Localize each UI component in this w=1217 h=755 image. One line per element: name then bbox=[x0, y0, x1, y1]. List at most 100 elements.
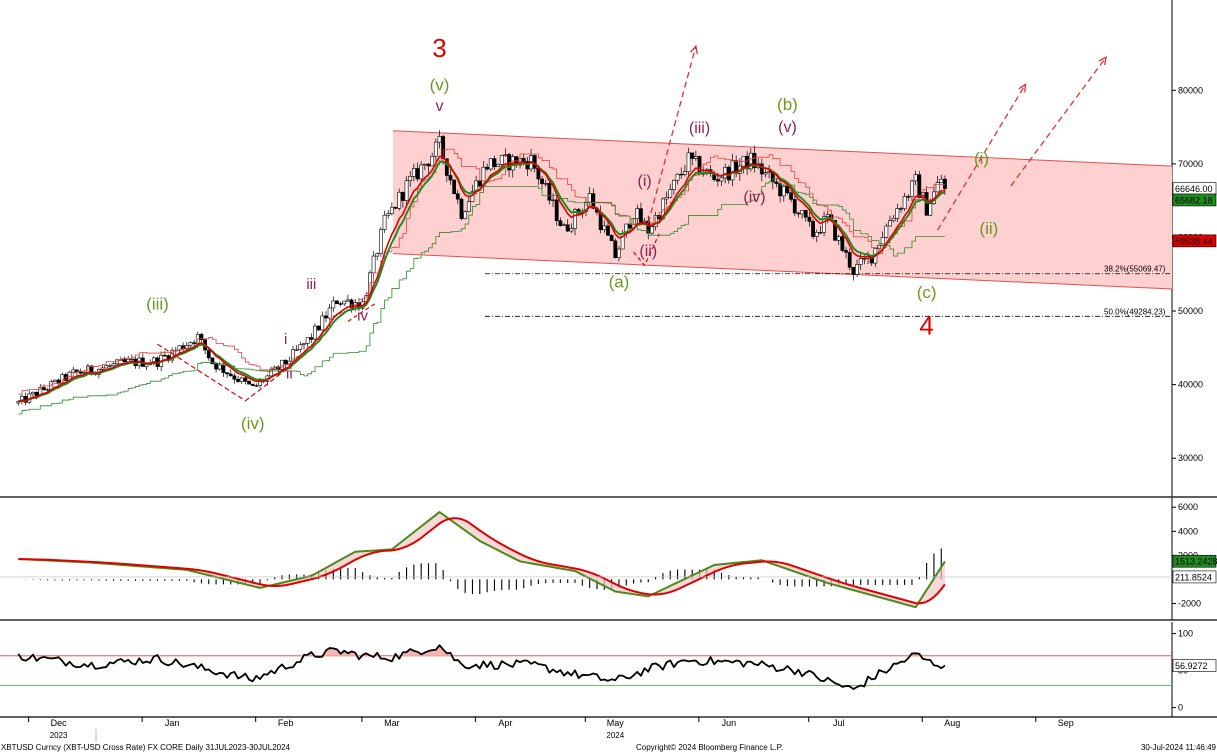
candle-body bbox=[217, 364, 222, 370]
candle-body bbox=[752, 152, 757, 168]
candle-body bbox=[602, 225, 607, 231]
step-line-green bbox=[18, 178, 945, 415]
candle-body bbox=[313, 325, 317, 340]
candle-body bbox=[895, 208, 900, 219]
candle-body bbox=[71, 369, 76, 373]
wave-label: (i) bbox=[637, 173, 651, 190]
candle-body bbox=[825, 214, 830, 217]
candle-body bbox=[236, 378, 240, 382]
x-month-label: Jun bbox=[722, 718, 737, 728]
candle-body bbox=[884, 225, 889, 238]
candle-body bbox=[371, 255, 376, 274]
macd-value-label: 1513.2428 bbox=[1175, 557, 1217, 567]
candle-body bbox=[554, 199, 559, 221]
candle-body bbox=[338, 303, 343, 305]
wave-label: v bbox=[436, 98, 444, 115]
candle-body bbox=[774, 181, 779, 184]
candle-body bbox=[477, 180, 482, 187]
candle-body bbox=[906, 196, 911, 198]
candle-body bbox=[902, 196, 907, 209]
projection-arrowhead bbox=[1018, 83, 1027, 93]
macd-value-box bbox=[1172, 554, 1217, 568]
candle-body bbox=[488, 158, 493, 170]
candle-body bbox=[422, 163, 427, 166]
x-month-label: Dec bbox=[51, 718, 68, 728]
wave-label: iii bbox=[306, 276, 316, 293]
fib-level-label: 50.0%(49284.23) bbox=[1104, 307, 1166, 316]
macd-tick-label: 4000 bbox=[1178, 526, 1198, 536]
candle-body bbox=[650, 226, 654, 234]
candle-body bbox=[214, 363, 218, 370]
rsi-tick-label: 100 bbox=[1178, 629, 1193, 639]
candle-body bbox=[283, 359, 288, 365]
wave-label: (ii) bbox=[639, 243, 657, 260]
candle-body bbox=[346, 299, 350, 302]
candle-body bbox=[31, 391, 35, 395]
candle-body bbox=[162, 354, 167, 357]
macd-value-box bbox=[1172, 570, 1217, 584]
footer: XBTUSD Curncy (XBT-USD Cross Rate) FX CO… bbox=[1, 743, 1217, 752]
candle-body bbox=[818, 232, 823, 234]
candle-body bbox=[199, 334, 204, 341]
moving-average-red bbox=[18, 155, 946, 403]
macd-line bbox=[18, 511, 946, 609]
candle-body bbox=[503, 154, 508, 156]
candle-body bbox=[851, 267, 856, 275]
wave-label: (ii) bbox=[979, 219, 998, 238]
candle-body bbox=[543, 183, 548, 185]
candle-body bbox=[803, 210, 808, 218]
candle-body bbox=[767, 171, 772, 173]
candle-body bbox=[558, 220, 563, 226]
candle-body bbox=[569, 228, 574, 232]
candle-body bbox=[822, 216, 826, 233]
candle-body bbox=[785, 185, 790, 194]
last-price-label: 59538.44 bbox=[1175, 236, 1213, 246]
candle-body bbox=[232, 375, 237, 380]
candle-body bbox=[210, 357, 215, 365]
candle-body bbox=[565, 224, 570, 232]
candle-body bbox=[342, 300, 347, 305]
candle-body bbox=[111, 363, 116, 366]
candle-body bbox=[335, 300, 339, 304]
wave-label: (iii) bbox=[689, 120, 710, 137]
candle-body bbox=[943, 178, 947, 189]
candle-body bbox=[459, 198, 464, 219]
candle-body bbox=[792, 199, 797, 214]
candle-body bbox=[107, 365, 112, 367]
wave-label: i bbox=[284, 331, 287, 348]
candle-body bbox=[448, 175, 453, 181]
wave-label: (b) bbox=[777, 95, 798, 114]
fib-level-label: 38.2%(55069.47) bbox=[1104, 265, 1166, 274]
candle-body bbox=[532, 155, 537, 169]
wave-label: (v) bbox=[430, 75, 450, 94]
candle-body bbox=[225, 372, 229, 375]
candle-body bbox=[331, 300, 336, 309]
macd-tick-label: -2000 bbox=[1178, 599, 1201, 609]
price-tick-label: 30000 bbox=[1178, 453, 1203, 463]
candle-body bbox=[397, 191, 402, 209]
candle-body bbox=[400, 191, 405, 201]
candle-body bbox=[411, 168, 416, 177]
candle-body bbox=[664, 196, 669, 200]
wave-label: (iv) bbox=[241, 414, 265, 433]
projection-arrowhead bbox=[1098, 55, 1107, 66]
candle-body bbox=[302, 343, 306, 345]
x-year-label: 2023 bbox=[50, 731, 68, 740]
candle-body bbox=[254, 385, 259, 387]
candle-body bbox=[671, 179, 676, 191]
candle-body bbox=[928, 203, 933, 216]
candle-body bbox=[100, 367, 105, 370]
rsi-panel: 05010056.9272 bbox=[0, 622, 1217, 718]
candle-body bbox=[800, 210, 804, 215]
candle-body bbox=[924, 192, 929, 216]
candle-body bbox=[192, 342, 197, 344]
candle-body bbox=[715, 179, 720, 182]
candle-body bbox=[151, 357, 156, 364]
rsi-value-box bbox=[1172, 659, 1217, 672]
candle-body bbox=[847, 252, 852, 268]
candle-body bbox=[836, 236, 841, 241]
candle-body bbox=[668, 189, 673, 198]
candle-body bbox=[536, 168, 541, 180]
candle-body bbox=[682, 171, 687, 175]
candle-body bbox=[617, 248, 621, 258]
